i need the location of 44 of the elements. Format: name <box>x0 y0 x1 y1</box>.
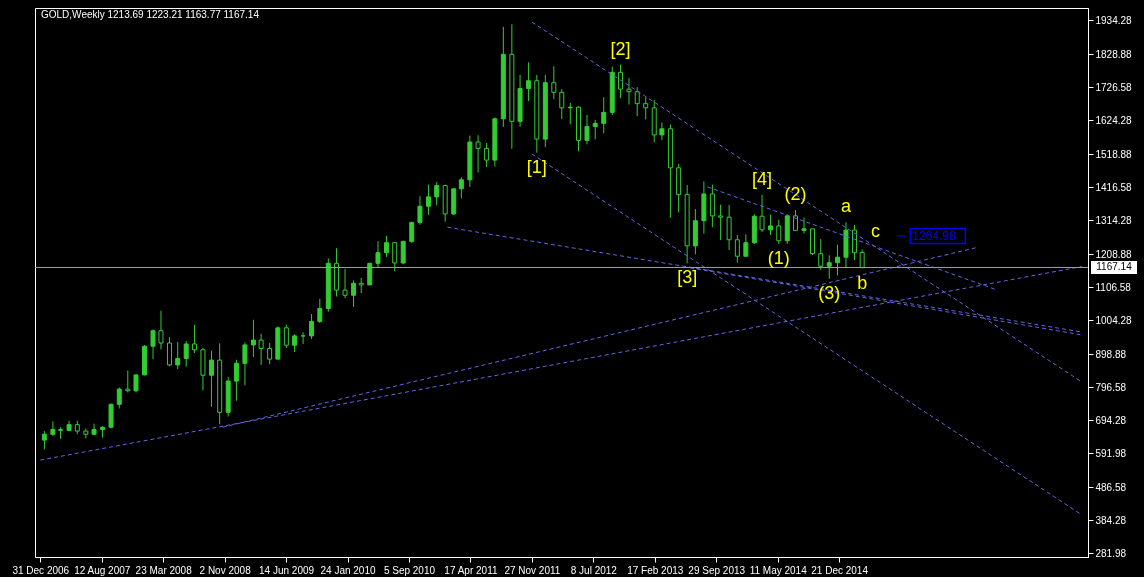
x-tick-label: 17 Apr 2011 <box>444 564 498 576</box>
x-tick-label: 17 Feb 2013 <box>627 564 684 576</box>
y-tick-label: 1934.28 <box>1095 14 1133 26</box>
x-tick-label: 12 Aug 2007 <box>74 564 131 576</box>
y-tick-label: 486.58 <box>1095 481 1127 493</box>
annotation: b <box>857 272 868 293</box>
x-tick-label: 14 Jun 2009 <box>259 564 315 576</box>
x-tick-label: 24 Jan 2010 <box>320 564 376 576</box>
annotation: [3] <box>677 267 698 288</box>
y-tick-label: 384.28 <box>1095 514 1127 526</box>
annotation: [1] <box>526 156 547 177</box>
y-tick-label: 1208.88 <box>1095 248 1133 260</box>
y-tick-label: 898.88 <box>1095 348 1127 360</box>
x-tick-label: 2 Nov 2008 <box>199 564 252 576</box>
y-tick-label: 1518.88 <box>1095 148 1133 160</box>
x-tick-label: 27 Nov 2011 <box>504 564 561 576</box>
y-tick-label: 1828.88 <box>1095 48 1133 60</box>
y-tick-label: 796.58 <box>1095 381 1127 393</box>
x-tick-label: 31 Dec 2006 <box>12 564 70 576</box>
annotation: [2] <box>610 38 631 59</box>
y-tick-label: 281.98 <box>1095 547 1127 559</box>
x-tick-label: 21 Dec 2014 <box>811 564 869 576</box>
y-tick-label: 1726.58 <box>1095 81 1133 93</box>
ref-line-label: 1167.14 <box>1096 261 1133 273</box>
x-tick-label: 29 Sep 2013 <box>688 564 746 576</box>
y-tick-label: 1004.28 <box>1095 314 1133 326</box>
y-tick-label: 1416.58 <box>1095 181 1133 193</box>
y-tick-label: 694.28 <box>1095 414 1127 426</box>
annotation: a <box>840 196 852 217</box>
y-tick-label: 1106.58 <box>1095 281 1132 293</box>
y-tick-label: 591.98 <box>1095 447 1127 459</box>
annotation: (1) <box>767 247 790 268</box>
x-tick-label: 23 Mar 2008 <box>135 564 193 576</box>
annotation: [4] <box>752 168 773 189</box>
annotation: (2) <box>784 184 807 205</box>
y-tick-label: 1624.28 <box>1095 114 1133 126</box>
x-tick-label: 5 Sep 2010 <box>383 564 436 576</box>
x-tick-label: 8 Jul 2012 <box>570 564 618 576</box>
y-tick-label: 1314.28 <box>1095 214 1133 226</box>
annotation: (3) <box>818 282 841 303</box>
annotation: c <box>871 221 881 242</box>
chart-title: GOLD,Weekly 1213.69 1223.21 1163.77 1167.14 <box>41 9 259 20</box>
annotation: 1264.98 <box>912 228 957 243</box>
x-tick-label: 11 May 2014 <box>749 564 808 576</box>
